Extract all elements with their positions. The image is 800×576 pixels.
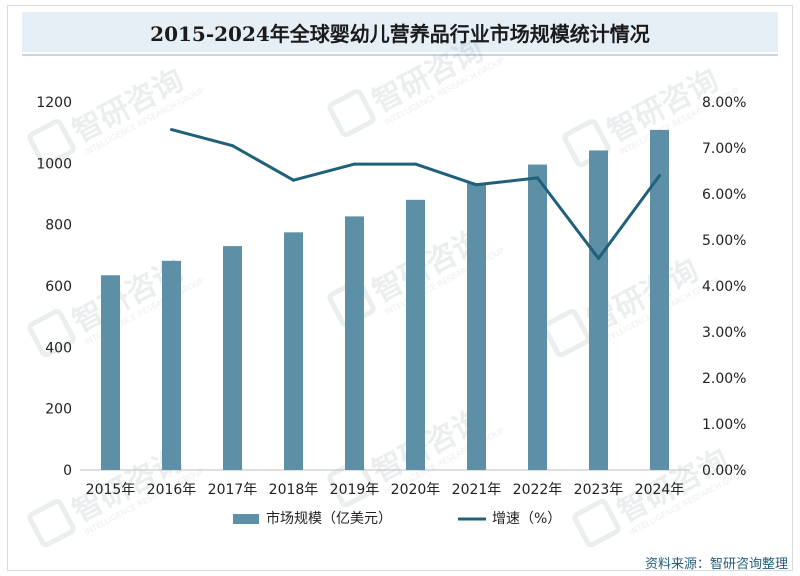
bar bbox=[528, 164, 547, 470]
legend-bar-swatch bbox=[233, 514, 259, 524]
bar bbox=[589, 150, 608, 470]
right-axis-tick-label: 5.00% bbox=[702, 233, 746, 249]
bar bbox=[345, 216, 364, 470]
bar bbox=[650, 129, 669, 470]
bars-layer bbox=[101, 129, 669, 470]
growth-point bbox=[475, 183, 478, 187]
growth-point bbox=[292, 178, 295, 182]
growth-point bbox=[231, 144, 234, 148]
watermark-logo-icon bbox=[27, 498, 76, 548]
watermark-logo-icon bbox=[572, 498, 621, 548]
left-axis-tick-label: 1200 bbox=[36, 95, 72, 111]
left-axis-tick-label: 800 bbox=[45, 218, 72, 234]
bar bbox=[406, 199, 425, 470]
right-axis-tick-label: 8.00% bbox=[702, 95, 746, 111]
x-axis-tick-label: 2015年 bbox=[86, 482, 136, 498]
title-bar: 2015-2024年全球婴幼儿营养品行业市场规模统计情况 bbox=[22, 12, 778, 52]
left-axis-tick-label: 0 bbox=[63, 463, 72, 479]
left-axis-tick-label: 1000 bbox=[36, 156, 72, 172]
right-axis-tick-label: 3.00% bbox=[702, 325, 746, 341]
bar bbox=[284, 232, 303, 470]
right-axis-tick-label: 4.00% bbox=[702, 279, 746, 295]
watermark-logo-icon bbox=[27, 308, 76, 358]
x-axis-tick-label: 2018年 bbox=[269, 482, 319, 498]
legend-line-label: 增速（%） bbox=[492, 511, 561, 527]
chart-title: 2015-2024年全球婴幼儿营养品行业市场规模统计情况 bbox=[150, 21, 650, 46]
bar bbox=[101, 275, 120, 470]
right-axis-tick-label: 0.00% bbox=[702, 463, 746, 479]
title-underline bbox=[22, 54, 778, 56]
right-axis-tick-label: 1.00% bbox=[702, 417, 746, 433]
line-layer bbox=[170, 128, 661, 260]
x-axis-tick-label: 2016年 bbox=[147, 482, 197, 498]
x-axis-tick-label: 2019年 bbox=[330, 482, 380, 498]
left-axis-tick-label: 400 bbox=[45, 340, 72, 356]
right-axis-tick-label: 2.00% bbox=[702, 371, 746, 387]
bar bbox=[223, 246, 242, 470]
left-axis-tick-label: 600 bbox=[45, 279, 72, 295]
bar bbox=[467, 182, 486, 470]
growth-point bbox=[353, 162, 356, 166]
axes-layer: 0 200 400 600 800 1000 1200 0.00% 1.00% 2.00% 3.00… bbox=[36, 95, 746, 498]
x-axis-tick-label: 2024年 bbox=[635, 482, 685, 498]
right-axis-tick-label: 6.00% bbox=[702, 187, 746, 203]
x-axis-tick-label: 2020年 bbox=[391, 482, 441, 498]
x-axis-tick-label: 2023年 bbox=[574, 482, 624, 498]
legend: 市场规模（亿美元） 增速（%） bbox=[233, 510, 561, 527]
legend-bar-label: 市场规模（亿美元） bbox=[266, 510, 392, 527]
growth-point bbox=[658, 174, 661, 178]
watermark-logo-icon bbox=[327, 88, 376, 138]
left-axis-tick-label: 200 bbox=[45, 402, 72, 418]
growth-point bbox=[536, 176, 539, 180]
source-note: 资料来源：智研咨询整理 bbox=[644, 557, 788, 572]
growth-point bbox=[170, 128, 173, 132]
watermark-logo-icon bbox=[327, 458, 376, 508]
watermark-logo-icon bbox=[542, 308, 591, 358]
watermark-logo-icon bbox=[27, 118, 76, 168]
growth-point bbox=[597, 256, 600, 260]
bar bbox=[162, 260, 181, 470]
growth-point bbox=[414, 162, 417, 166]
x-axis-tick-label: 2017年 bbox=[208, 482, 258, 498]
x-axis-tick-label: 2022年 bbox=[513, 482, 563, 498]
right-axis-tick-label: 7.00% bbox=[702, 141, 746, 157]
x-axis-tick-label: 2021年 bbox=[452, 482, 502, 498]
